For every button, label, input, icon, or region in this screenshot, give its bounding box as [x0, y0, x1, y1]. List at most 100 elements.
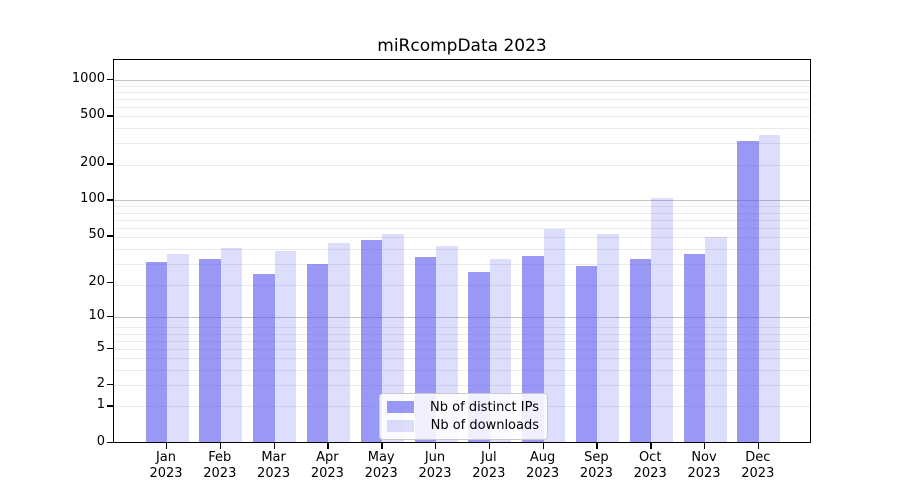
legend-label-distinct-ips: Nb of distinct IPs	[430, 399, 539, 415]
bar-downloads-sep	[597, 234, 619, 442]
y-tick-label: 0	[96, 433, 105, 449]
y-axis-tick	[107, 199, 113, 201]
bar-downloads-aug	[543, 229, 566, 442]
x-axis-tick	[704, 443, 706, 449]
y-axis-tick	[107, 315, 113, 318]
x-tick-label: Jul 2023	[472, 450, 506, 481]
minor-gridline	[114, 91, 810, 93]
bar-distinct-ips-oct	[629, 258, 652, 442]
bar-downloads-jun	[436, 245, 458, 442]
x-tick-label: Sep 2023	[579, 450, 613, 481]
x-tick-label: Nov 2023	[687, 450, 721, 481]
minor-gridline	[114, 358, 810, 360]
y-axis-tick	[107, 78, 113, 81]
x-axis-tick	[435, 443, 437, 449]
x-axis-tick	[327, 443, 329, 449]
bar-downloads-oct	[651, 198, 673, 442]
x-tick-label: Aug 2023	[526, 450, 560, 481]
y-axis-tick	[107, 235, 113, 237]
minor-gridline	[114, 369, 810, 371]
x-axis-tick	[488, 443, 491, 449]
x-axis-tick	[273, 443, 275, 449]
major-gridline	[114, 200, 810, 202]
legend-label-downloads: Nb of downloads	[430, 418, 539, 434]
y-axis-tick	[107, 115, 113, 117]
minor-gridline	[114, 164, 810, 166]
minor-gridline	[114, 85, 810, 87]
minor-gridline	[114, 206, 810, 208]
y-tick-label: 20	[88, 273, 105, 289]
bar-distinct-ips-sep	[575, 265, 598, 442]
minor-gridline	[114, 212, 810, 214]
y-tick-label: 10	[88, 307, 105, 323]
x-tick-label: Mar 2023	[257, 450, 291, 481]
minor-gridline	[114, 285, 810, 287]
minor-gridline	[114, 116, 810, 118]
bar-distinct-ips-jan	[145, 262, 167, 442]
major-gridline	[114, 79, 810, 81]
bar-downloads-feb	[220, 248, 243, 442]
bar-downloads-jan	[167, 254, 189, 442]
y-tick-label: 5	[96, 339, 105, 355]
x-axis-tick	[542, 443, 544, 449]
bar-downloads-dec	[758, 135, 781, 442]
y-tick-label: 50	[88, 227, 105, 243]
x-tick-label: Dec 2023	[741, 450, 775, 481]
bar-downloads-mar	[274, 251, 297, 442]
minor-gridline	[114, 385, 810, 387]
bar-downloads-apr	[328, 243, 350, 442]
minor-gridline	[114, 227, 810, 229]
x-axis-tick	[219, 443, 222, 449]
legend-swatch-distinct-ips	[387, 401, 414, 414]
x-tick-label: Feb 2023	[203, 450, 237, 481]
y-tick-label: 500	[80, 107, 105, 123]
minor-gridline	[114, 249, 810, 250]
minor-gridline	[114, 143, 810, 145]
x-tick-label: May 2023	[364, 450, 398, 481]
y-tick-label: 1000	[71, 70, 105, 86]
bar-distinct-ips-apr	[306, 263, 329, 442]
chart-title: miRcompData 2023	[377, 36, 547, 56]
minor-gridline	[114, 333, 810, 335]
bar-downloads-nov	[705, 237, 727, 442]
bar-distinct-ips-nov	[683, 254, 705, 442]
minor-gridline	[114, 340, 810, 342]
bar-distinct-ips-feb	[199, 258, 221, 442]
minor-gridline	[114, 237, 810, 239]
x-axis-tick	[596, 443, 598, 449]
y-tick-label: 100	[80, 191, 105, 207]
legend-entry-downloads: Nb of downloads	[387, 418, 539, 433]
minor-gridline	[114, 128, 810, 130]
x-tick-label: Apr 2023	[310, 450, 344, 481]
major-gridline	[114, 316, 810, 318]
y-axis-tick	[107, 441, 113, 444]
y-axis-tick	[107, 405, 113, 407]
minor-gridline	[114, 219, 810, 221]
legend-swatch-downloads	[387, 419, 414, 432]
bar-distinct-ips-dec	[737, 141, 759, 442]
y-axis-tick	[107, 163, 113, 165]
x-axis-tick	[650, 443, 652, 449]
bar-downloads-may	[382, 234, 404, 442]
legend-entry-distinct-ips: Nb of distinct IPs	[387, 400, 539, 415]
x-axis-tick	[381, 443, 383, 449]
y-axis-tick	[107, 347, 113, 349]
x-tick-label: Jan 2023	[149, 450, 183, 481]
minor-gridline	[114, 264, 810, 266]
y-axis-tick	[107, 281, 113, 284]
y-tick-label: 2	[96, 376, 105, 392]
x-axis-tick	[757, 443, 760, 449]
plot-area	[113, 59, 811, 443]
minor-gridline	[114, 327, 810, 329]
y-axis-tick	[107, 384, 113, 386]
minor-gridline	[114, 348, 810, 350]
x-tick-label: Jun 2023	[418, 450, 452, 481]
bar-distinct-ips-mar	[253, 273, 275, 442]
legend: Nb of distinct IPs Nb of downloads	[379, 393, 548, 440]
y-tick-label: 200	[80, 155, 105, 171]
minor-gridline	[114, 98, 810, 100]
x-tick-label: Oct 2023	[633, 450, 667, 481]
x-axis-tick	[166, 443, 168, 449]
bar-distinct-ips-may	[360, 239, 383, 442]
